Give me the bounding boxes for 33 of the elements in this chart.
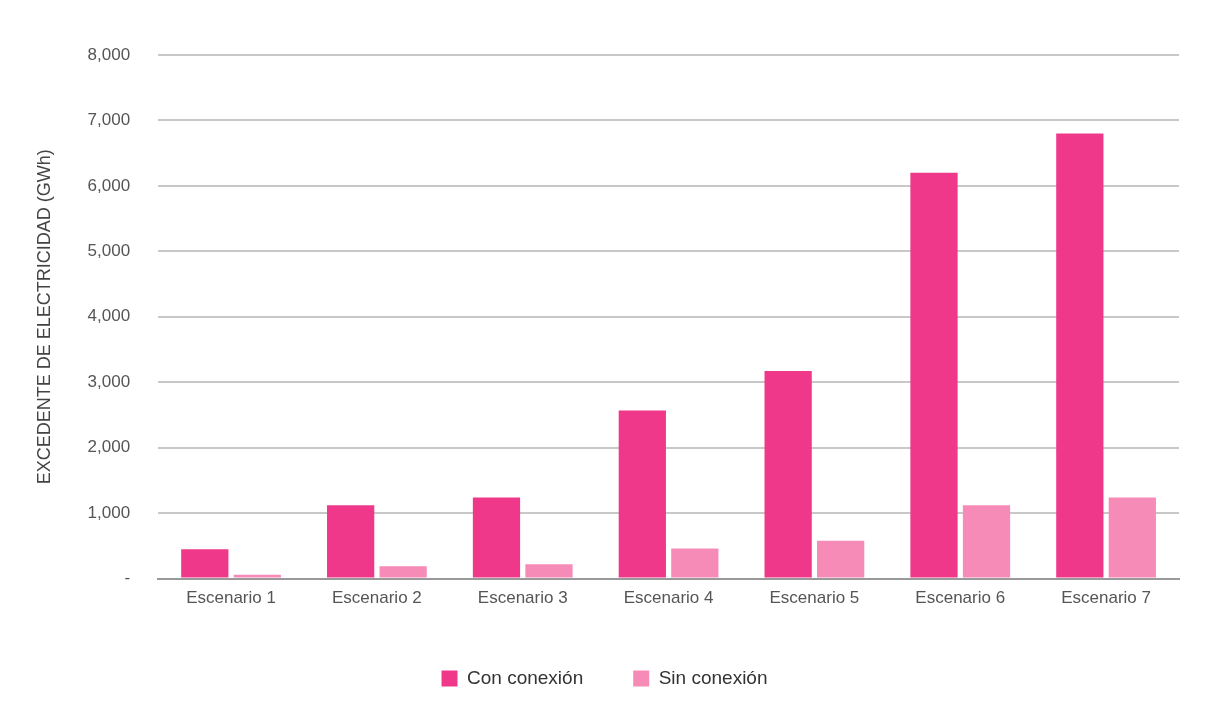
bar [618, 410, 666, 578]
x-tick-label: Escenario 3 [477, 588, 568, 608]
bar [472, 497, 521, 578]
bar [525, 564, 573, 578]
bar [962, 505, 1011, 578]
bar [910, 172, 958, 578]
bar [764, 371, 812, 578]
bar [1108, 497, 1156, 578]
y-tick-label: 5,000 [87, 241, 131, 261]
bar [233, 574, 281, 578]
y-tick-label: 2,000 [87, 437, 131, 457]
y-tick-label: - [124, 568, 131, 588]
bar [379, 566, 427, 578]
y-axis-title: EXCEDENTE DE ELECTRICIDAD (GWh) [33, 149, 54, 485]
legend-label: Con conexión [467, 666, 584, 688]
x-tick-label: Escenario 2 [332, 588, 422, 608]
bar [1056, 133, 1104, 578]
y-tick-label: 8,000 [87, 44, 131, 64]
bar [181, 549, 229, 578]
y-tick-label: 3,000 [87, 371, 131, 391]
bar [671, 548, 719, 578]
bar [327, 505, 375, 578]
legend-label: Sin conexión [658, 666, 768, 688]
y-tick-label: 6,000 [87, 175, 131, 195]
x-tick-label: Escenario 4 [623, 588, 714, 608]
y-tick-label: 7,000 [87, 110, 131, 130]
x-tick-label: Escenario 1 [186, 588, 276, 608]
y-tick-label: 1,000 [87, 502, 131, 522]
x-tick-label: Escenario 7 [1061, 588, 1151, 608]
bar [817, 540, 865, 578]
y-tick-label: 4,000 [87, 306, 131, 326]
x-tick-label: Escenario 5 [769, 588, 860, 608]
x-tick-label: Escenario 6 [915, 588, 1006, 608]
